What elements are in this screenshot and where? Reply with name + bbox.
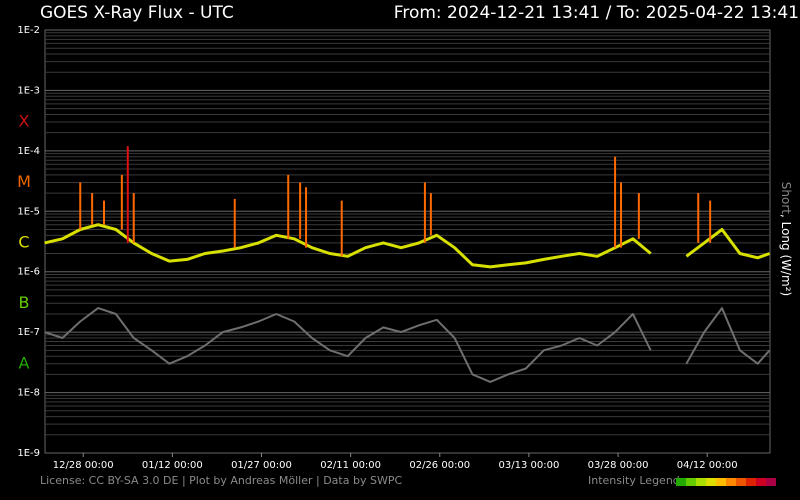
series-line-short — [44, 307, 771, 383]
x-tick-label: 03/13 00:00 — [498, 460, 559, 471]
plot-area — [44, 29, 771, 454]
flare-class-labels: X M C B A — [17, 112, 31, 373]
y-tick-label: 1E-6 — [17, 267, 40, 278]
legend-swatch — [756, 478, 766, 486]
y-tick-label: 1E-2 — [17, 25, 40, 36]
legend-swatch — [716, 478, 726, 486]
series-layer — [44, 223, 771, 383]
grid-lines — [45, 29, 770, 454]
intensity-legend-label: Intensity Legend — [588, 474, 680, 487]
x-tick-label: 04/12 00:00 — [677, 460, 738, 471]
flare-class-label: X — [19, 112, 30, 131]
y-label-long: , Long (W/m²) — [779, 213, 793, 297]
y-tick-label: 1E-5 — [17, 206, 40, 217]
y-tick-label: 1E-7 — [17, 327, 40, 338]
legend-swatch — [736, 478, 746, 486]
legend-swatch — [726, 478, 736, 486]
flare-class-label: A — [19, 353, 30, 372]
chart-title: GOES X-Ray Flux - UTC — [40, 3, 234, 23]
legend-swatch — [766, 478, 776, 486]
flare-class-label: B — [19, 293, 30, 312]
y-tick-label: 1E-3 — [17, 85, 40, 96]
legend-swatch — [676, 478, 686, 486]
x-tick-label: 01/12 00:00 — [142, 460, 203, 471]
x-tick-label: 03/28 00:00 — [588, 460, 649, 471]
legend-swatch — [686, 478, 696, 486]
license-text: License: CC BY-SA 3.0 DE | Plot by Andre… — [40, 474, 403, 487]
y-axis: 1E-2 1E-3 1E-4 1E-5 1E-6 1E-7 1E-8 1E-9 — [17, 25, 40, 459]
date-range: From: 2024-12-21 13:41 / To: 2025-04-22 … — [393, 3, 799, 23]
intensity-legend-bar — [676, 478, 776, 486]
legend-swatch — [696, 478, 706, 486]
x-tick-label: 02/26 00:00 — [409, 460, 470, 471]
y-tick-label: 1E-9 — [17, 448, 40, 459]
x-axis: 12/28 00:00 01/12 00:00 01/27 00:00 02/11 0… — [53, 453, 738, 471]
y-label-short: Short — [779, 181, 793, 214]
flare-class-label: C — [18, 233, 29, 252]
legend-swatch — [706, 478, 716, 486]
y-tick-label: 1E-8 — [17, 388, 40, 399]
series-line-long — [44, 223, 771, 269]
legend-swatch — [746, 478, 756, 486]
y-tick-label: 1E-4 — [17, 146, 40, 157]
peaks-layer — [79, 146, 712, 257]
x-tick-label: 01/27 00:00 — [231, 460, 292, 471]
flare-class-label: M — [17, 172, 31, 191]
x-tick-label: 12/28 00:00 — [53, 460, 114, 471]
x-tick-label: 02/11 00:00 — [320, 460, 381, 471]
